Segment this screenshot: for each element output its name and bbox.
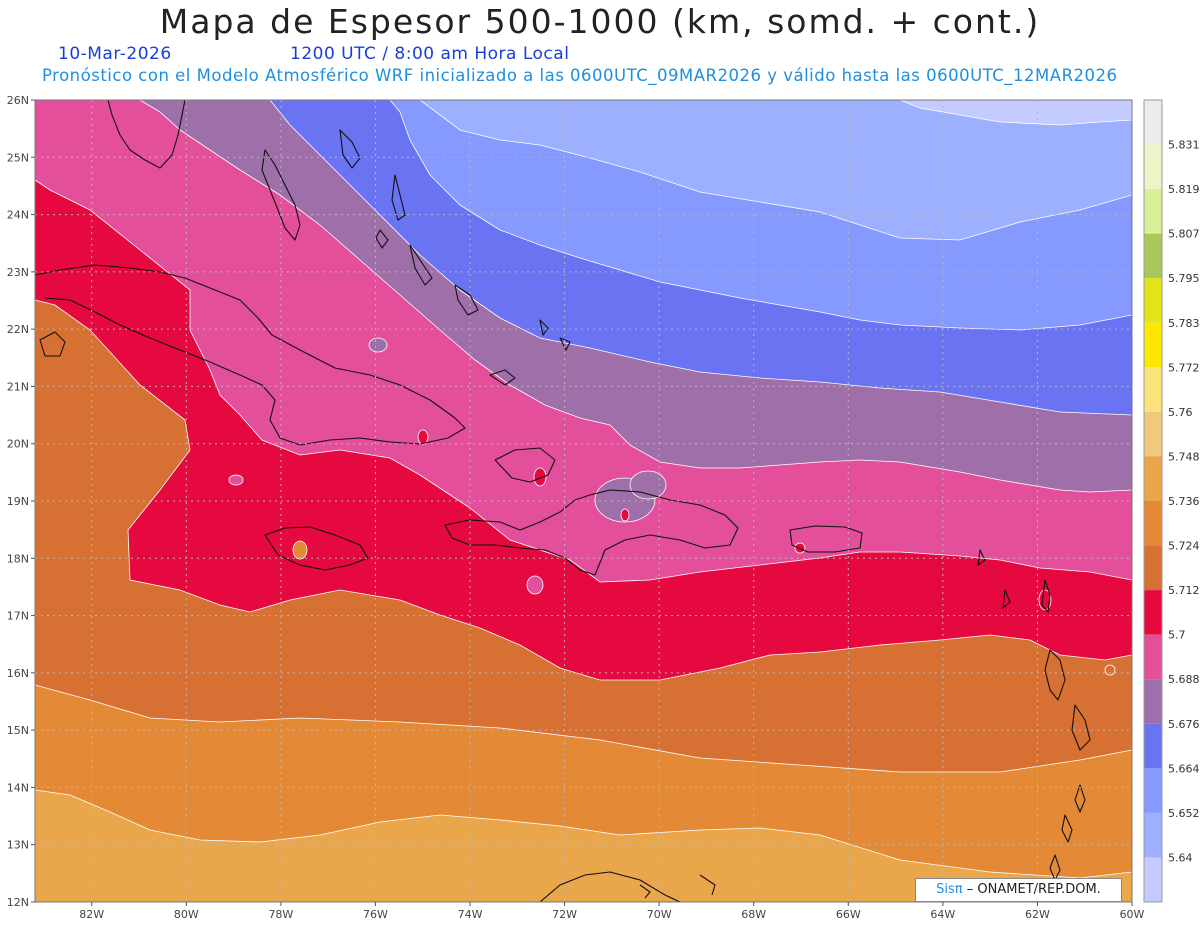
lat-tick-label: 16N [7, 667, 29, 680]
legend-swatch [1144, 679, 1162, 724]
legend-swatch [1144, 634, 1162, 680]
lon-tick-label: 82W [79, 908, 104, 921]
legend-level-label: 5.76 [1168, 406, 1193, 419]
lon-tick-label: 74W [458, 908, 483, 921]
lat-tick-label: 18N [7, 552, 29, 565]
sispi-logo-text: Sisπ [936, 882, 963, 897]
lat-tick-label: 23N [7, 266, 29, 279]
legend-swatch [1144, 590, 1162, 635]
legend-level-label: 5.652 [1168, 807, 1200, 820]
credit-org: – ONAMET/REP.DOM. [966, 882, 1101, 897]
legend-swatch [1144, 456, 1162, 501]
legend-swatch [1144, 233, 1162, 279]
legend-swatch [1144, 768, 1162, 813]
lat-tick-label: 26N [7, 94, 29, 107]
legend-level-label: 5.7 [1168, 629, 1186, 642]
legend-swatch [1144, 367, 1162, 412]
legend-swatch [1144, 812, 1162, 858]
lat-tick-label: 13N [7, 839, 29, 852]
legend-swatch [1144, 100, 1162, 145]
valid-time: 1200 UTC / 8:00 am Hora Local [290, 44, 570, 64]
lat-tick-label: 14N [7, 781, 29, 794]
valid-date: 10-Mar-2026 [58, 44, 172, 64]
legend-level-label: 5.736 [1168, 495, 1200, 508]
legend-level-label: 5.724 [1168, 540, 1200, 553]
lat-tick-label: 20N [7, 438, 29, 451]
legend-level-label: 5.807 [1168, 228, 1200, 241]
lat-tick-label: 24N [7, 209, 29, 222]
legend-level-label: 5.688 [1168, 673, 1200, 686]
lat-tick-label: 17N [7, 610, 29, 623]
band-5628 [899, 100, 1132, 126]
legend-level-label: 5.772 [1168, 361, 1200, 374]
lat-tick-label: 21N [7, 380, 29, 393]
legend-level-label: 5.831 [1168, 139, 1200, 152]
forecast-info: Pronóstico con el Modelo Atmosférico WRF… [42, 66, 1118, 85]
longitude-axis: 82W 80W 78W 76W 74W 72W 70W 68W 66W 64W 62W 60W [79, 902, 1145, 921]
lon-tick-label: 80W [174, 908, 199, 921]
color-legend: 5.64 5.652 5.664 5.676 5.688 5.7 5.712 5.724 5.7… [1143, 99, 1200, 903]
lon-tick-label: 68W [741, 908, 766, 921]
lat-tick-label: 15N [7, 724, 29, 737]
lat-lon-grid [35, 100, 1132, 902]
lat-tick-label: 12N [7, 896, 29, 909]
map-title: Mapa de Espesor 500-1000 (km, somd. + co… [159, 2, 1041, 41]
credit-box: Sisπ – ONAMET/REP.DOM. [915, 878, 1122, 902]
legend-level-label: 5.664 [1168, 762, 1200, 775]
lon-tick-label: 72W [552, 908, 577, 921]
legend-level-label: 5.819 [1168, 183, 1200, 196]
coastlines [35, 100, 1091, 902]
legend-swatch [1144, 501, 1162, 546]
legend-swatch [1144, 278, 1162, 323]
lon-tick-label: 62W [1025, 908, 1050, 921]
lon-tick-label: 70W [647, 908, 672, 921]
latitude-axis: 26N 25N 24N 23N 22N 21N 20N 19N 18N 17N 16N 15N 14N 1… [7, 94, 35, 909]
lon-tick-label: 66W [836, 908, 861, 921]
map-area [35, 100, 1132, 902]
legend-frame [1143, 99, 1163, 903]
legend-level-label: 5.712 [1168, 584, 1200, 597]
legend-level-label: 5.748 [1168, 450, 1200, 463]
band-5640 [419, 100, 1132, 241]
lon-tick-label: 60W [1120, 908, 1145, 921]
legend-swatch [1144, 545, 1162, 591]
legend-swatch [1144, 723, 1162, 769]
legend-swatch [1144, 411, 1162, 457]
legend-swatch [1144, 857, 1162, 902]
legend-swatch [1144, 322, 1162, 368]
lat-tick-label: 25N [7, 151, 29, 164]
lon-tick-label: 64W [930, 908, 955, 921]
lon-tick-label: 78W [268, 908, 293, 921]
legend-level-label: 5.783 [1168, 317, 1200, 330]
legend-level-label: 5.676 [1168, 718, 1200, 731]
legend-swatch [1144, 144, 1162, 190]
legend-level-label: 5.795 [1168, 272, 1200, 285]
legend-swatch [1144, 189, 1162, 234]
lon-tick-label: 76W [363, 908, 388, 921]
lat-tick-label: 22N [7, 323, 29, 336]
lat-tick-label: 19N [7, 495, 29, 508]
legend-level-label: 5.64 [1168, 851, 1193, 864]
